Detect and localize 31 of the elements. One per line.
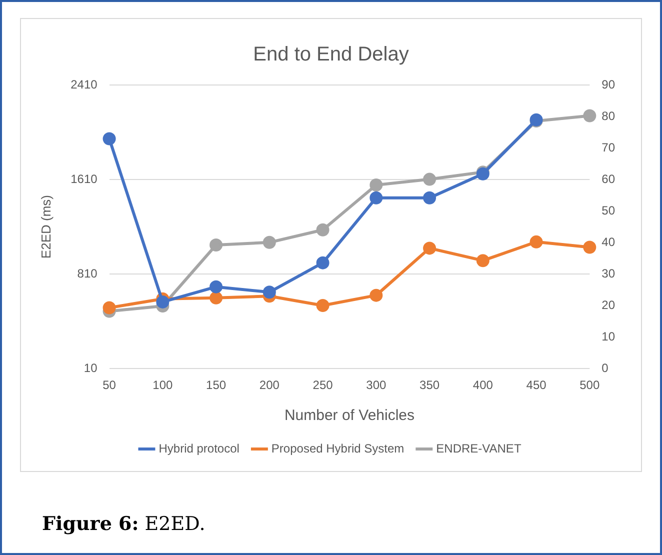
legend-label: Hybrid protocol [158,441,240,456]
y2-tick-label: 0 [602,360,609,375]
y-tick-label: 810 [77,266,98,280]
y-axis-title: E2ED (ms) [38,195,54,259]
y2-tick-label: 40 [602,234,616,249]
x-tick-label: 300 [366,378,386,392]
x-tick-label: 400 [472,378,494,392]
y-tick-label: 1610 [70,172,98,186]
y2-tick-label: 60 [602,172,616,186]
x-tick-label: 450 [526,378,547,392]
legend-label: ENDRE-VANET [436,441,522,456]
y2-tick-label: 80 [602,108,616,123]
y2-tick-label: 10 [602,329,616,344]
caption: Figure 6: E2ED. [42,513,206,535]
legend-label: Proposed Hybrid System [271,441,404,456]
x-tick-label: 350 [420,378,440,392]
y-tick-label: 10 [84,360,98,375]
x-tick-label: 50 [102,378,116,392]
y2-tick-label: 70 [602,140,616,154]
x-tick-label: 500 [580,378,600,392]
x-tick-label: 100 [152,378,173,392]
x-tick-label: 150 [206,378,226,392]
y2-tick-label: 90 [602,77,616,92]
y2-tick-label: 30 [602,266,616,280]
x-tick-label: 250 [312,378,334,392]
x-tick-label: 200 [259,378,280,392]
y-tick-label: 2410 [70,77,98,92]
chart-title: End to End Delay [253,44,409,66]
y2-tick-label: 20 [602,298,616,312]
y2-tick-label: 50 [602,203,616,218]
x-axis-title: Number of Vehicles [284,407,415,424]
